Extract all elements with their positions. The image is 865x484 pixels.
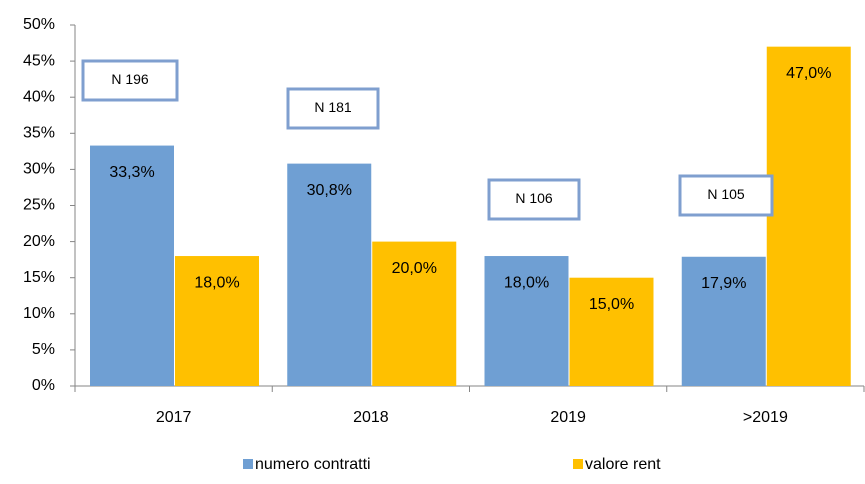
y-tick-label: 20% — [23, 233, 55, 250]
legend-label: valore rent — [585, 456, 661, 473]
data-label: 30,8% — [307, 182, 352, 199]
annotation-box — [81, 59, 179, 102]
data-label: 18,0% — [504, 274, 549, 291]
y-tick-label: 10% — [23, 305, 55, 322]
bar — [484, 256, 569, 386]
y-tick-label: 15% — [23, 269, 55, 286]
annotation: N 181 — [314, 99, 352, 115]
x-tick-label: 2018 — [353, 409, 389, 426]
bar — [90, 145, 174, 386]
data-label: 15,0% — [589, 296, 634, 313]
data-label: 47,0% — [786, 65, 831, 82]
data-label: 33,3% — [109, 164, 154, 181]
y-tick-label: 40% — [23, 88, 55, 105]
data-label: 20,0% — [392, 260, 437, 277]
y-tick-label: 25% — [23, 197, 55, 214]
bar — [766, 46, 851, 386]
legend-swatch — [243, 459, 253, 469]
bar — [175, 256, 259, 386]
data-label: 17,9% — [701, 275, 746, 292]
annotation: N 106 — [515, 190, 553, 206]
bar — [287, 163, 372, 386]
annotation-box — [678, 174, 774, 217]
y-tick-label: 5% — [32, 341, 55, 358]
annotation-box — [286, 87, 380, 130]
bar — [681, 256, 766, 386]
legend-label: numero contratti — [255, 456, 371, 473]
annotation: N 105 — [707, 186, 745, 202]
x-tick-label: 2017 — [156, 409, 192, 426]
bar — [372, 241, 457, 386]
y-tick-label: 45% — [23, 52, 55, 69]
legend-swatch — [573, 459, 583, 469]
y-tick-label: 35% — [23, 125, 55, 142]
x-tick-label: 2019 — [550, 409, 586, 426]
y-tick-label: 50% — [23, 16, 55, 33]
annotation-box — [487, 178, 581, 221]
y-tick-label: 0% — [32, 377, 55, 394]
y-tick-label: 30% — [23, 161, 55, 178]
bar — [569, 277, 654, 386]
x-tick-label: >2019 — [743, 409, 788, 426]
data-label: 18,0% — [194, 274, 239, 291]
annotation: N 196 — [111, 71, 149, 87]
